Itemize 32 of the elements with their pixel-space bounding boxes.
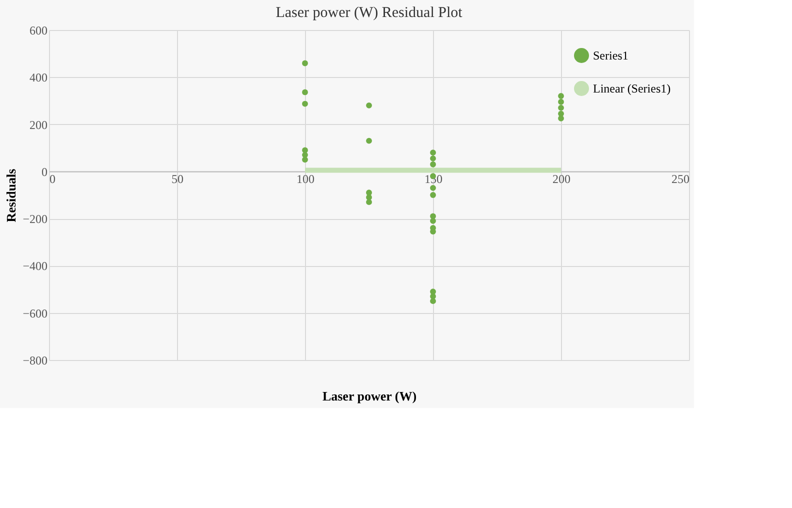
y-tick-label: −400 xyxy=(22,259,48,274)
point xyxy=(302,156,308,163)
point xyxy=(558,98,564,105)
point xyxy=(302,100,308,107)
x-tick-label: 100 xyxy=(296,172,314,186)
point xyxy=(558,93,564,99)
x-tick-label: 250 xyxy=(672,172,690,186)
point xyxy=(558,104,564,111)
y-axis-title: Residuals xyxy=(4,168,19,222)
x-axis-title: Laser power (W) xyxy=(322,388,417,404)
y-tick-label: 600 xyxy=(30,24,48,38)
y-tick-label: −600 xyxy=(22,306,48,320)
chart-title: Laser power (W) Residual Plot xyxy=(276,5,464,21)
point xyxy=(430,184,436,191)
point xyxy=(366,199,372,206)
legend-label: Series1 xyxy=(593,48,628,62)
y-tick-label: 200 xyxy=(30,118,48,132)
point xyxy=(302,60,308,66)
y-tick-label: −800 xyxy=(22,354,48,368)
point xyxy=(302,89,308,96)
point xyxy=(430,192,436,198)
point xyxy=(366,138,372,144)
y-tick-label: 400 xyxy=(30,70,48,85)
x-tick-label: 50 xyxy=(172,172,184,186)
legend-label: Linear (Series1) xyxy=(593,82,671,96)
point xyxy=(430,150,436,156)
y-tick-label: −200 xyxy=(22,212,48,226)
point xyxy=(430,156,436,162)
point xyxy=(430,161,436,168)
point xyxy=(366,102,372,108)
x-tick-label: 200 xyxy=(552,172,570,186)
point xyxy=(430,298,436,304)
